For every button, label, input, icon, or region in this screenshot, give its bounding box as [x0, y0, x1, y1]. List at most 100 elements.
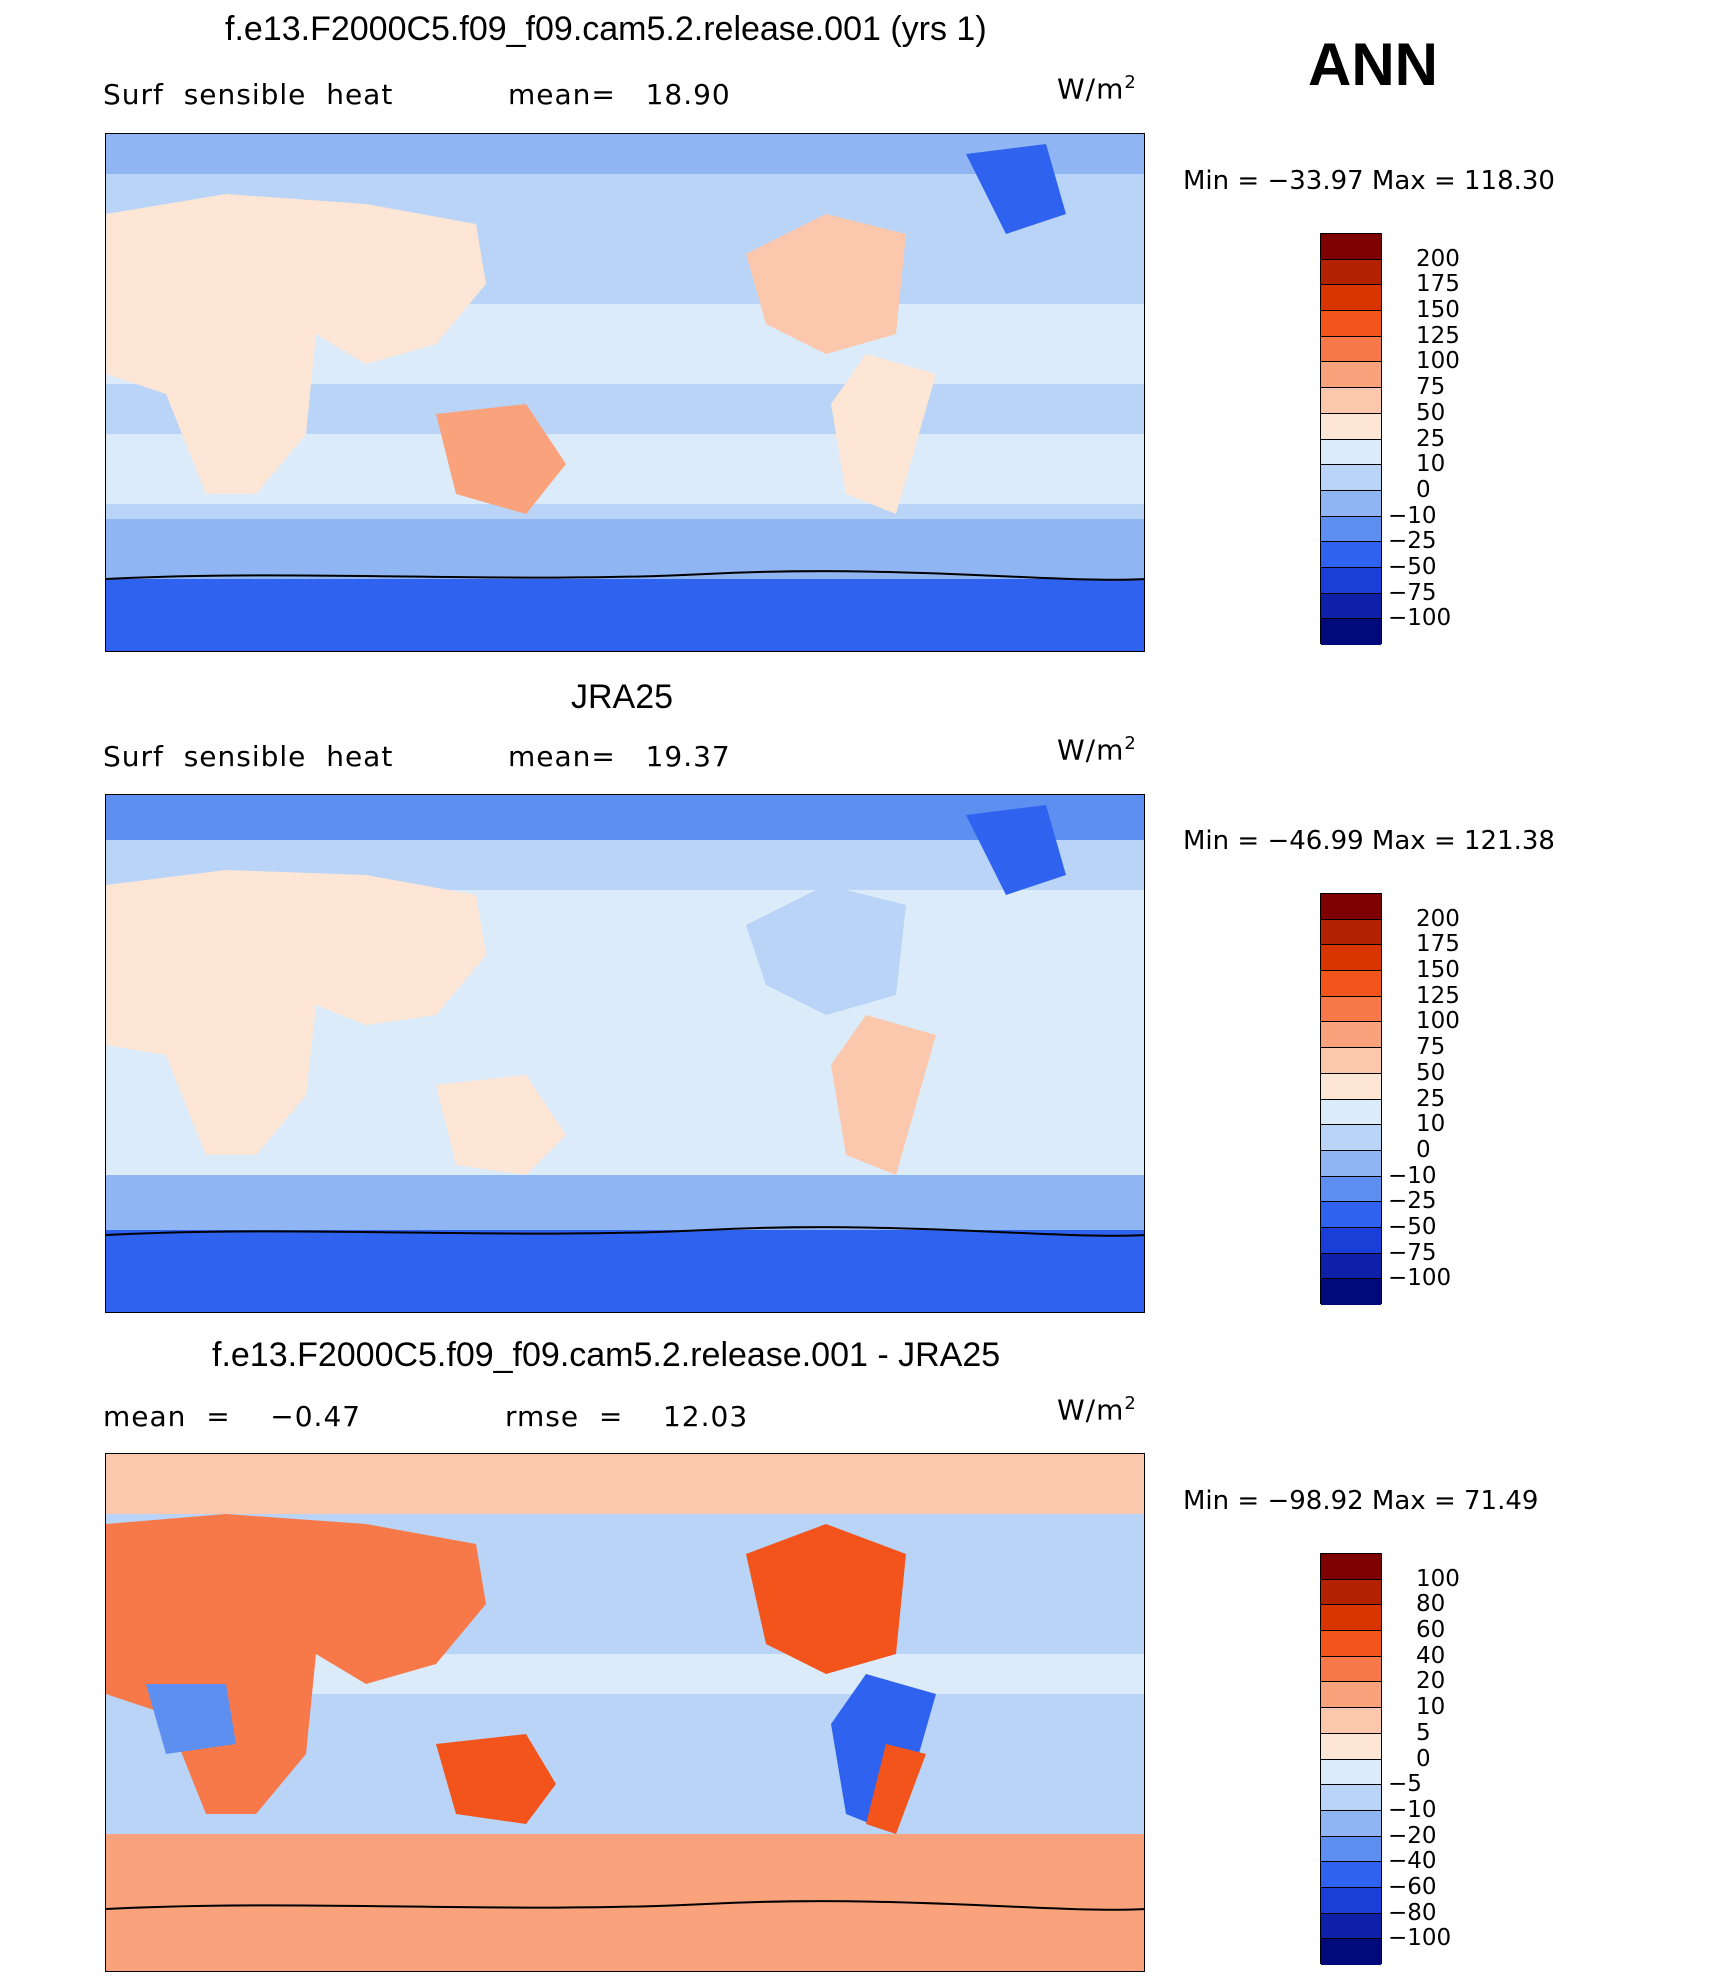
colorbar-segment — [1321, 1810, 1381, 1837]
colorbar-segment — [1321, 490, 1381, 517]
colorbar-segment — [1321, 465, 1381, 491]
colorbar-tick-label: 60 — [1416, 1617, 1446, 1644]
panel3-map — [105, 1453, 1145, 1972]
panel1-mean-label: mean= 18.90 — [508, 78, 731, 111]
colorbar-segment — [1321, 1125, 1381, 1151]
colorbar-segment — [1321, 285, 1381, 312]
panel3-title: f.e13.F2000C5.f09_f09.cam5.2.release.001… — [212, 1336, 1001, 1374]
colorbar-segment — [1321, 1836, 1381, 1863]
colorbar-tick-label: 80 — [1416, 1591, 1446, 1618]
colorbar-tick-label: 75 — [1416, 1034, 1446, 1061]
colorbar-tick-label: −40 — [1388, 1848, 1437, 1875]
panel3-mean-label: mean = −0.47 — [103, 1400, 362, 1433]
colorbar-segment — [1321, 894, 1381, 920]
colorbar-tick-label: −100 — [1388, 1925, 1452, 1952]
colorbar-tick-label: −50 — [1388, 1213, 1437, 1240]
colorbar-segment — [1321, 1759, 1381, 1786]
colorbar-tick-label: 100 — [1416, 1565, 1460, 1592]
colorbar-segment — [1321, 1253, 1381, 1280]
colorbar-segment — [1321, 1656, 1381, 1683]
colorbar-segment — [1321, 1862, 1381, 1888]
colorbar-segment — [1321, 1554, 1381, 1580]
colorbar-segment — [1321, 1631, 1381, 1657]
colorbar-segment — [1321, 619, 1381, 645]
colorbar-segment — [1321, 1887, 1381, 1914]
colorbar-tick-label: −100 — [1388, 605, 1452, 632]
colorbar-tick-label: 75 — [1416, 374, 1446, 401]
colorbar-tick-label: 20 — [1416, 1668, 1446, 1695]
colorbar-segment — [1321, 1022, 1381, 1049]
panel1-title: f.e13.F2000C5.f09_f09.cam5.2.release.001… — [225, 10, 987, 48]
colorbar-tick-label: −100 — [1388, 1265, 1452, 1292]
colorbar-tick-label: 0 — [1416, 1745, 1431, 1772]
colorbar-segment — [1321, 413, 1381, 440]
colorbar-tick-label: 175 — [1416, 931, 1460, 958]
panel1-colorbar — [1320, 233, 1382, 645]
panel1-units: W/m2 — [1057, 72, 1137, 106]
colorbar-tick-label: 0 — [1416, 476, 1431, 503]
colorbar-tick-label: −25 — [1388, 1188, 1437, 1215]
colorbar-segment — [1321, 1785, 1381, 1811]
colorbar-tick-label: 0 — [1416, 1136, 1431, 1163]
colorbar-segment — [1321, 1605, 1381, 1632]
colorbar-segment — [1321, 516, 1381, 543]
colorbar-segment — [1321, 1733, 1381, 1760]
colorbar-tick-label: 5 — [1416, 1719, 1431, 1746]
colorbar-segment — [1321, 1227, 1381, 1254]
panel3-colorbar — [1320, 1553, 1382, 1965]
colorbar-tick-label: 125 — [1416, 982, 1460, 1009]
colorbar-tick-label: −10 — [1388, 1162, 1437, 1189]
colorbar-segment — [1321, 1048, 1381, 1074]
colorbar-tick-label: 25 — [1416, 1085, 1446, 1112]
colorbar-segment — [1321, 1913, 1381, 1940]
colorbar-segment — [1321, 362, 1381, 389]
colorbar-tick-label: −25 — [1388, 528, 1437, 555]
colorbar-segment — [1321, 1939, 1381, 1965]
colorbar-tick-label: 150 — [1416, 297, 1460, 324]
panel1-minmax: Min = −33.97 Max = 118.30 — [1183, 166, 1555, 196]
colorbar-tick-label: 10 — [1416, 451, 1446, 478]
colorbar-tick-label: 200 — [1416, 905, 1460, 932]
panel3-rmse-label: rmse = 12.03 — [505, 1400, 749, 1433]
colorbar-tick-label: 125 — [1416, 322, 1460, 349]
panel3-units: W/m2 — [1057, 1393, 1137, 1427]
panel1-variable-label: Surf sensible heat — [103, 78, 394, 111]
colorbar-tick-label: −60 — [1388, 1873, 1437, 1900]
colorbar-tick-label: −5 — [1388, 1771, 1422, 1798]
colorbar-tick-label: 150 — [1416, 957, 1460, 984]
colorbar-segment — [1321, 1279, 1381, 1305]
colorbar-segment — [1321, 996, 1381, 1023]
panel2-title: JRA25 — [571, 678, 674, 716]
colorbar-tick-label: 50 — [1416, 399, 1446, 426]
colorbar-segment — [1321, 593, 1381, 620]
colorbar-tick-label: −80 — [1388, 1899, 1437, 1926]
colorbar-segment — [1321, 311, 1381, 337]
colorbar-segment — [1321, 1150, 1381, 1177]
colorbar-tick-label: 10 — [1416, 1111, 1446, 1138]
colorbar-segment — [1321, 234, 1381, 260]
colorbar-tick-label: 50 — [1416, 1059, 1446, 1086]
colorbar-segment — [1321, 542, 1381, 568]
colorbar-segment — [1321, 259, 1381, 286]
colorbar-tick-label: −10 — [1388, 502, 1437, 529]
colorbar-tick-label: 25 — [1416, 425, 1446, 452]
panel1-map — [105, 133, 1145, 652]
colorbar-tick-label: −75 — [1388, 1239, 1437, 1266]
colorbar-segment — [1321, 567, 1381, 594]
colorbar-segment — [1321, 1708, 1381, 1734]
colorbar-segment — [1321, 1682, 1381, 1709]
colorbar-segment — [1321, 1073, 1381, 1100]
colorbar-segment — [1321, 439, 1381, 466]
panel2-map — [105, 794, 1145, 1313]
colorbar-tick-label: 100 — [1416, 348, 1460, 375]
colorbar-tick-label: 175 — [1416, 271, 1460, 298]
colorbar-segment — [1321, 919, 1381, 946]
panel2-mean-label: mean= 19.37 — [508, 740, 731, 773]
colorbar-segment — [1321, 971, 1381, 997]
colorbar-segment — [1321, 1202, 1381, 1228]
panel2-units: W/m2 — [1057, 733, 1137, 767]
colorbar-segment — [1321, 388, 1381, 414]
panel2-colorbar — [1320, 893, 1382, 1305]
colorbar-tick-label: −10 — [1388, 1796, 1437, 1823]
panel3-minmax: Min = −98.92 Max = 71.49 — [1183, 1486, 1539, 1516]
